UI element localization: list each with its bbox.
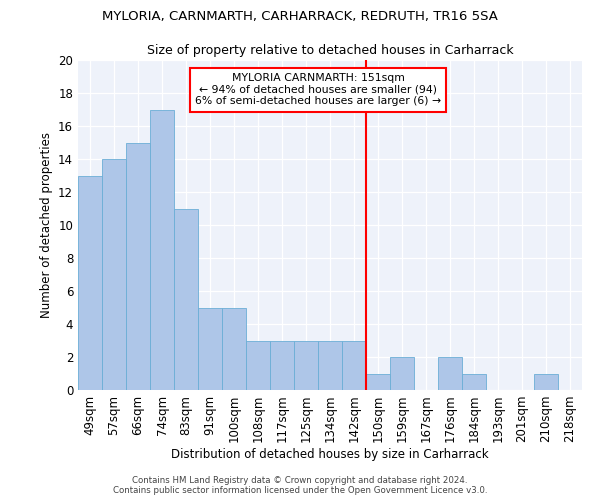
Bar bbox=[462, 374, 486, 390]
Bar bbox=[294, 340, 318, 390]
Bar bbox=[342, 340, 366, 390]
Bar bbox=[366, 374, 390, 390]
Bar bbox=[126, 142, 150, 390]
Bar bbox=[438, 357, 462, 390]
X-axis label: Distribution of detached houses by size in Carharrack: Distribution of detached houses by size … bbox=[171, 448, 489, 461]
Bar bbox=[390, 357, 414, 390]
Text: Contains HM Land Registry data © Crown copyright and database right 2024.
Contai: Contains HM Land Registry data © Crown c… bbox=[113, 476, 487, 495]
Text: MYLORIA CARNMARTH: 151sqm
← 94% of detached houses are smaller (94)
6% of semi-d: MYLORIA CARNMARTH: 151sqm ← 94% of detac… bbox=[195, 73, 441, 106]
Bar bbox=[534, 374, 558, 390]
Title: Size of property relative to detached houses in Carharrack: Size of property relative to detached ho… bbox=[146, 44, 514, 58]
Bar bbox=[174, 208, 198, 390]
Bar bbox=[102, 159, 126, 390]
Bar bbox=[78, 176, 102, 390]
Bar bbox=[222, 308, 246, 390]
Y-axis label: Number of detached properties: Number of detached properties bbox=[40, 132, 53, 318]
Bar bbox=[318, 340, 342, 390]
Bar bbox=[246, 340, 270, 390]
Bar bbox=[198, 308, 222, 390]
Bar bbox=[150, 110, 174, 390]
Text: MYLORIA, CARNMARTH, CARHARRACK, REDRUTH, TR16 5SA: MYLORIA, CARNMARTH, CARHARRACK, REDRUTH,… bbox=[102, 10, 498, 23]
Bar bbox=[270, 340, 294, 390]
